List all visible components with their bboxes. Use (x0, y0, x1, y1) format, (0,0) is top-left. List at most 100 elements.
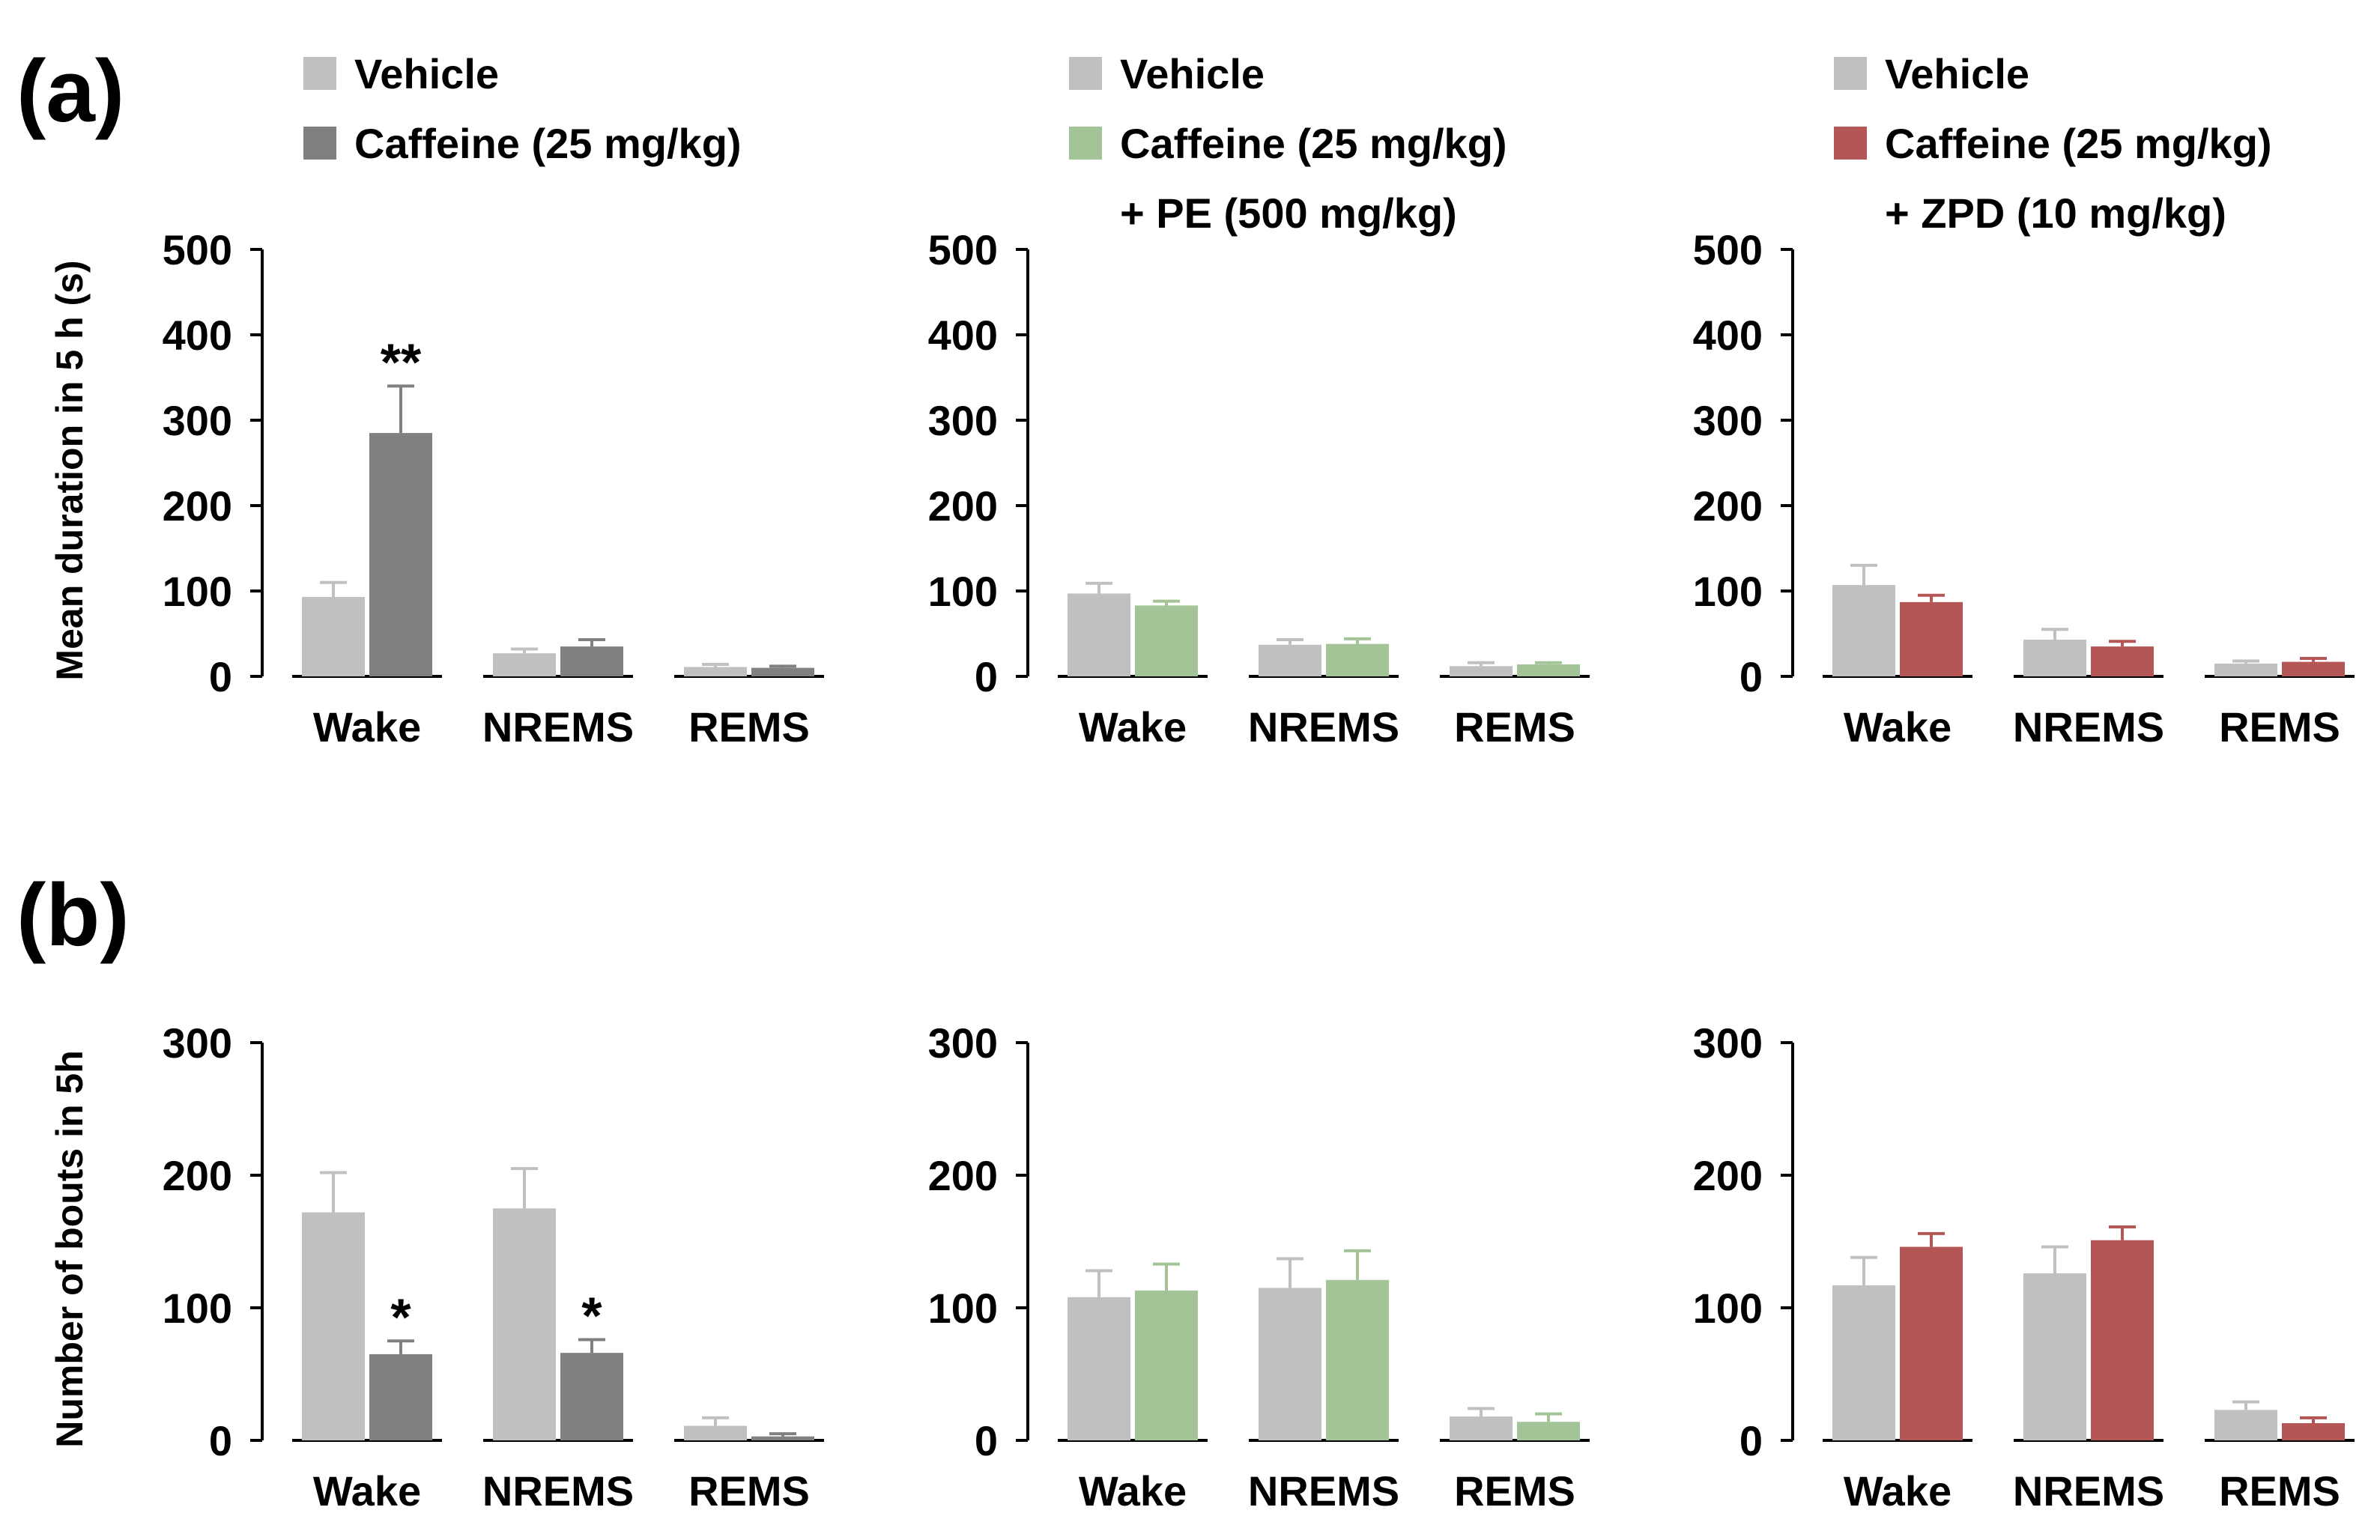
bar (1068, 593, 1130, 676)
x-tick-label: NREMS (482, 703, 634, 751)
legend-swatch (1834, 57, 1867, 90)
bar (493, 653, 556, 676)
bar (1517, 1422, 1580, 1440)
y-axis-title: Mean duration in 5 h (s) (49, 260, 91, 680)
bar (1259, 1288, 1321, 1440)
bar (684, 1425, 747, 1440)
legend-swatch (303, 57, 336, 90)
bar (369, 433, 432, 676)
y-tick-label: 0 (209, 653, 232, 700)
y-tick-label: 300 (928, 1019, 998, 1067)
x-tick-label: NREMS (1248, 703, 1399, 751)
bar (2091, 646, 2154, 676)
x-tick-label: Wake (1079, 1467, 1187, 1515)
x-tick-label: REMS (688, 703, 810, 751)
y-tick-label: 100 (163, 1285, 232, 1332)
legend-entry: Vehicle (354, 50, 499, 97)
y-tick-label: 300 (1693, 1019, 1763, 1067)
bar (302, 1212, 365, 1440)
y-tick-label: 100 (1693, 1285, 1763, 1332)
y-tick-label: 300 (163, 397, 232, 444)
bar (751, 1436, 814, 1440)
bar (1450, 1416, 1513, 1440)
legend-entry: Vehicle (1885, 50, 2029, 97)
y-tick-label: 200 (1693, 1152, 1763, 1199)
legend-entry: Vehicle (1120, 50, 1265, 97)
bar (1832, 585, 1895, 676)
y-tick-label: 300 (1693, 397, 1763, 444)
chart-1: 0 100 200 300 400 500 Wake NREMS REMS ** Mean dura… (49, 50, 824, 751)
bar (1259, 644, 1321, 676)
bar (302, 596, 365, 676)
bar (2023, 1273, 2086, 1440)
x-tick-label: REMS (2219, 1467, 2340, 1515)
bar (1900, 601, 1963, 676)
panel-label-a: (a) (16, 42, 124, 141)
y-tick-label: 400 (1693, 312, 1763, 359)
bar (1068, 1297, 1130, 1440)
bar (1326, 643, 1389, 676)
legend-entry: Caffeine (25 mg/kg) (1885, 120, 2272, 167)
y-tick-label: 200 (163, 482, 232, 530)
x-tick-label: Wake (1844, 703, 1951, 751)
x-tick-label: NREMS (2013, 703, 2164, 751)
significance-marker: * (581, 1286, 602, 1345)
x-tick-label: NREMS (2013, 1467, 2164, 1515)
chart-3: 0 100 200 300 400 500 Wake NREMS REMS Vehicle Caff… (1693, 50, 2355, 751)
bar (1135, 605, 1198, 676)
chart-2: 0 100 200 300 400 500 Wake NREMS REMS Vehicle Caff… (928, 50, 1590, 751)
y-tick-label: 100 (928, 1285, 998, 1332)
y-tick-label: 100 (163, 568, 232, 615)
panel-label-b: (b) (16, 866, 130, 965)
bar (2282, 661, 2345, 676)
y-tick-label: 0 (1739, 1417, 1763, 1464)
bar (684, 667, 747, 676)
bar (1517, 664, 1580, 676)
x-tick-label: NREMS (1248, 1467, 1399, 1515)
bar (2214, 663, 2277, 676)
y-tick-label: 200 (928, 482, 998, 530)
legend-swatch (303, 127, 336, 160)
bar (2023, 639, 2086, 676)
bar (1450, 666, 1513, 676)
bar (1900, 1246, 1963, 1440)
x-tick-label: REMS (688, 1467, 810, 1515)
y-tick-label: 300 (163, 1019, 232, 1067)
x-tick-label: REMS (1454, 1467, 1575, 1515)
legend-swatch (1834, 127, 1867, 160)
bar (1135, 1290, 1198, 1440)
y-tick-label: 0 (209, 1417, 232, 1464)
y-tick-label: 200 (163, 1152, 232, 1199)
bar (751, 667, 814, 676)
legend-swatch (1069, 127, 1102, 160)
bar (1326, 1279, 1389, 1440)
chart-4: 0 100 200 300 Wake NREMS REMS * * Number of bouts… (49, 1019, 824, 1515)
chart-5: 0 100 200 300 Wake NREMS REMS (928, 1019, 1590, 1515)
legend-entry: Caffeine (25 mg/kg) (354, 120, 742, 167)
bar (2091, 1240, 2154, 1440)
y-tick-label: 400 (163, 312, 232, 359)
legend-swatch (1069, 57, 1102, 90)
y-tick-label: 100 (1693, 568, 1763, 615)
x-tick-label: REMS (2219, 703, 2340, 751)
y-axis-title: Number of bouts in 5h (49, 1050, 91, 1448)
chart-6: 0 100 200 300 Wake NREMS REMS (1693, 1019, 2355, 1515)
y-tick-label: 200 (928, 1152, 998, 1199)
y-tick-label: 400 (928, 312, 998, 359)
significance-marker: ** (381, 333, 422, 391)
bar (2214, 1410, 2277, 1440)
bar (2282, 1422, 2345, 1440)
significance-marker: * (390, 1288, 411, 1346)
y-tick-label: 300 (928, 397, 998, 444)
x-tick-label: Wake (1844, 1467, 1951, 1515)
y-tick-label: 0 (1739, 653, 1763, 700)
legend-entry: + PE (500 mg/kg) (1120, 190, 1457, 237)
bar (369, 1353, 432, 1440)
bar (560, 1353, 623, 1440)
y-tick-label: 500 (163, 226, 232, 273)
y-tick-label: 100 (928, 568, 998, 615)
x-tick-label: Wake (313, 703, 421, 751)
bar (560, 646, 623, 676)
